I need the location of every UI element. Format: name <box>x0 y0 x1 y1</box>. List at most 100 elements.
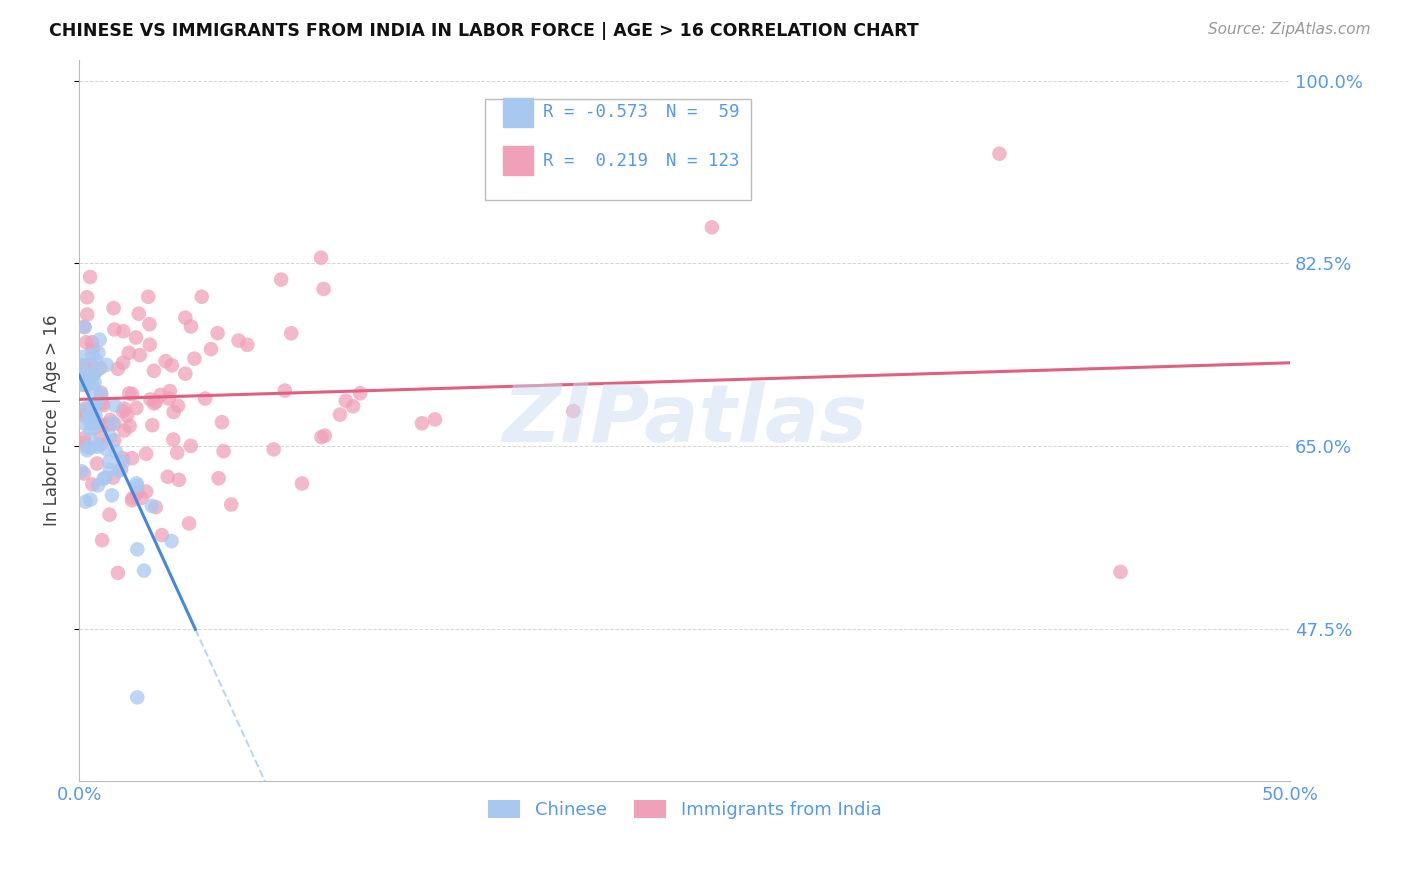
Point <box>311 430 333 444</box>
Point <box>103 301 125 315</box>
Point <box>100 413 122 427</box>
Point <box>174 367 197 381</box>
Point <box>73 377 96 392</box>
Point <box>180 319 202 334</box>
Point <box>174 310 197 325</box>
Point <box>349 386 371 401</box>
Point <box>93 472 115 486</box>
Point <box>190 290 212 304</box>
Point <box>335 393 357 408</box>
Point <box>280 326 302 341</box>
Point <box>90 431 112 445</box>
Point <box>70 372 93 386</box>
Point <box>94 442 117 456</box>
Point <box>135 484 157 499</box>
Point <box>139 337 162 351</box>
Point <box>86 395 108 409</box>
Point <box>127 690 149 705</box>
Point <box>76 441 98 455</box>
Point <box>128 348 150 362</box>
Point <box>73 409 96 423</box>
Point <box>107 361 129 376</box>
Y-axis label: In Labor Force | Age > 16: In Labor Force | Age > 16 <box>44 315 60 526</box>
Point <box>166 446 188 460</box>
Point <box>127 479 149 493</box>
Point <box>236 338 259 352</box>
Point <box>77 409 100 424</box>
Text: N =  59: N = 59 <box>666 103 740 121</box>
Point <box>103 322 125 336</box>
Point <box>83 398 105 412</box>
Point <box>80 366 103 380</box>
Point <box>194 392 217 406</box>
Point <box>73 350 96 364</box>
Point <box>167 473 190 487</box>
Point <box>139 392 162 407</box>
Point <box>70 367 93 381</box>
Point <box>329 408 352 422</box>
Point <box>263 442 285 457</box>
Point <box>94 470 117 484</box>
Point <box>91 533 114 548</box>
Point <box>141 499 163 513</box>
Point <box>84 353 107 368</box>
Point <box>101 416 124 430</box>
Point <box>98 463 121 477</box>
Point <box>207 326 229 341</box>
Point <box>142 364 165 378</box>
Point <box>103 417 125 431</box>
Point <box>411 417 433 431</box>
Point <box>86 363 108 377</box>
Bar <box>503 146 533 175</box>
Point <box>83 367 105 381</box>
Point <box>136 290 159 304</box>
Point <box>87 346 110 360</box>
Point <box>73 417 96 431</box>
Point <box>121 493 143 508</box>
Point <box>157 392 180 406</box>
Point <box>118 346 141 360</box>
Point <box>183 351 205 366</box>
Point <box>79 270 101 285</box>
Text: CHINESE VS IMMIGRANTS FROM INDIA IN LABOR FORCE | AGE > 16 CORRELATION CHART: CHINESE VS IMMIGRANTS FROM INDIA IN LABO… <box>49 22 920 40</box>
Point <box>80 441 103 455</box>
Point <box>162 433 184 447</box>
Point <box>163 405 186 419</box>
Point <box>79 368 101 382</box>
Point <box>110 462 132 476</box>
Point <box>91 417 114 432</box>
Point <box>1109 565 1132 579</box>
Point <box>988 146 1011 161</box>
Point <box>562 404 585 418</box>
Point <box>200 342 222 356</box>
Legend: Chinese, Immigrants from India: Chinese, Immigrants from India <box>481 792 889 826</box>
Point <box>82 376 104 391</box>
Point <box>91 398 114 412</box>
Point <box>98 429 121 443</box>
Point <box>73 320 96 334</box>
Point <box>70 358 93 372</box>
Point <box>98 454 121 468</box>
Point <box>82 342 104 356</box>
Point <box>75 335 97 350</box>
Point <box>177 516 200 531</box>
Point <box>156 470 179 484</box>
Point <box>84 409 107 423</box>
Point <box>111 404 134 418</box>
Point <box>73 402 96 417</box>
Point <box>76 290 98 304</box>
Point <box>89 361 111 376</box>
Point <box>84 436 107 450</box>
Point <box>107 566 129 580</box>
Point <box>82 477 104 491</box>
Point <box>112 455 135 469</box>
Point <box>96 358 118 372</box>
Point <box>76 443 98 458</box>
Point <box>89 333 111 347</box>
Point <box>121 451 143 466</box>
Point <box>70 464 93 478</box>
Point <box>104 444 127 458</box>
Point <box>76 308 98 322</box>
Point <box>97 417 120 432</box>
Point <box>73 435 96 450</box>
